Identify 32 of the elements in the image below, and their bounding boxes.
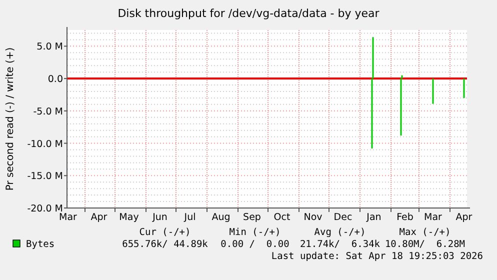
y-axis-title: Pr second read (-) / write (+): [5, 47, 16, 191]
x-tick-label: Mar: [424, 212, 442, 223]
text: Min (-/+): [229, 227, 281, 238]
y-tick-label: -5.0 M: [33, 106, 63, 118]
text: Last update: Sat Apr 18 19:25:03 2026: [271, 251, 484, 262]
x-tick-label: Oct: [274, 212, 290, 223]
x-tick-label: Dec: [334, 212, 352, 223]
x-tick-label: Feb: [396, 212, 414, 223]
text: Avg (-/+): [314, 227, 366, 238]
chart-title: Disk throughput for /dev/vg-data/data - by year: [118, 7, 380, 20]
x-tick-label: Jul: [183, 212, 196, 223]
text: Max (-/+): [399, 227, 451, 238]
text: 10.80M/ 6.28M: [384, 239, 466, 250]
x-tick-label: Apr: [90, 212, 108, 223]
y-tick-label: 0.0: [48, 74, 63, 86]
y-tick-label: 5.0 M: [36, 42, 63, 53]
text: 655.76k/ 44.89k: [122, 239, 208, 250]
text: 21.74k/ 6.34k: [300, 239, 380, 250]
x-tick-label: Mar: [59, 212, 78, 223]
x-tick-label: Nov: [304, 212, 323, 223]
x-tick-label: Sep: [243, 212, 261, 223]
x-tick-label: Aug: [212, 212, 230, 223]
x-tick-label: Jun: [152, 212, 168, 223]
y-tick-label: -20.0 M: [27, 204, 63, 214]
y-tick-label: -15.0 M: [27, 171, 63, 182]
text: Cur (-/+): [139, 227, 191, 238]
y-tick-label: -10.0 M: [27, 138, 63, 150]
x-tick-label: Jan: [366, 212, 382, 223]
legend-label: Bytes: [26, 239, 55, 250]
x-tick-label: Apr: [456, 212, 472, 223]
text: 0.00 / 0.00: [220, 239, 290, 250]
x-tick-label: May: [119, 212, 140, 223]
